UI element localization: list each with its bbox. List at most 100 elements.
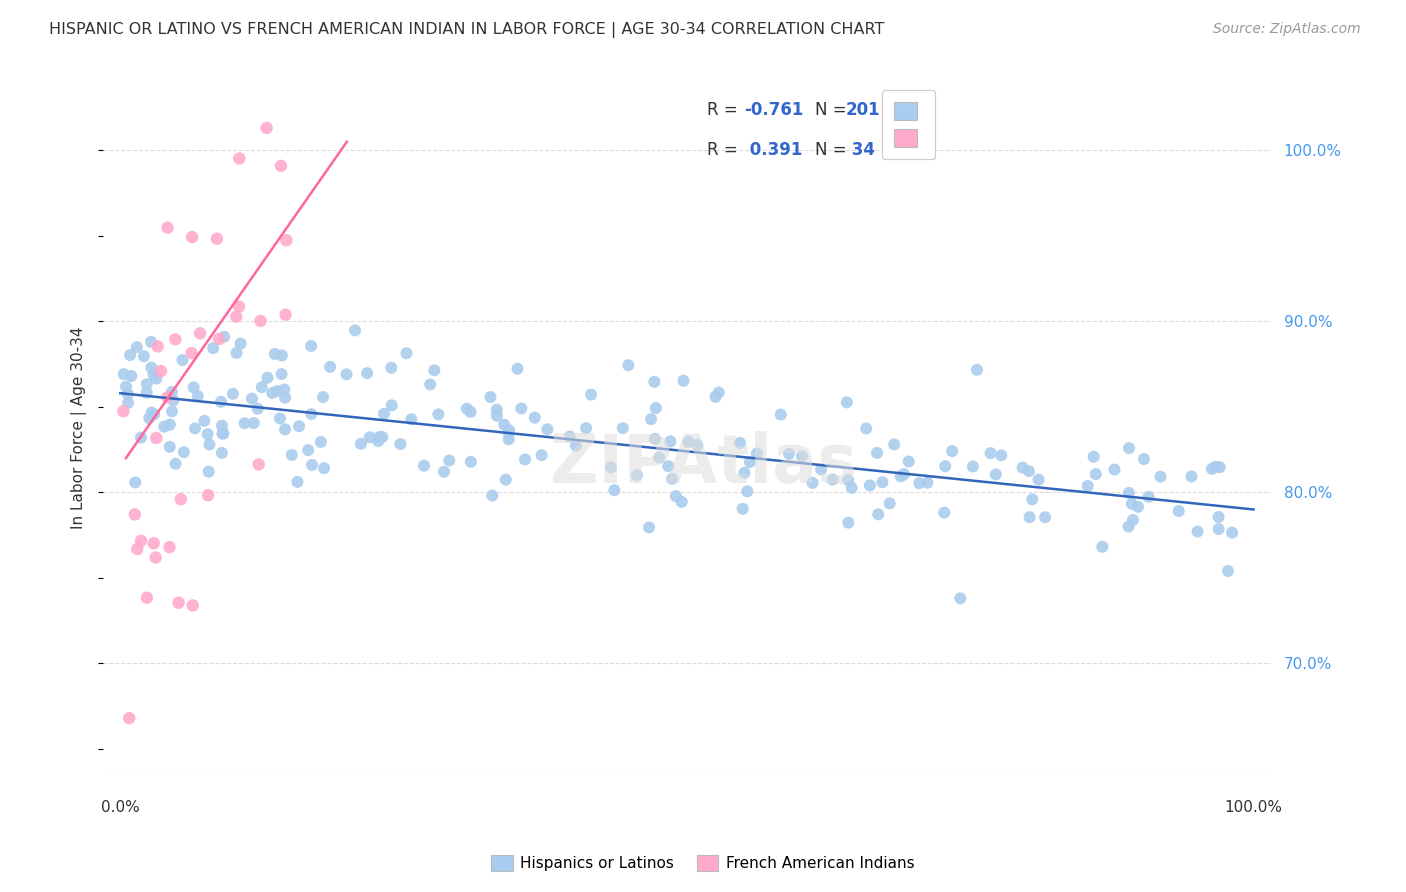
Point <box>868 508 890 522</box>
Point <box>135 385 157 400</box>
Point <box>1033 510 1056 524</box>
Text: R =: R = <box>707 102 742 120</box>
Point <box>165 457 187 471</box>
Point <box>135 591 157 605</box>
Point <box>1121 497 1143 511</box>
Point <box>908 476 931 491</box>
Point <box>389 437 412 451</box>
Y-axis label: In Labor Force | Age 30-34: In Labor Force | Age 30-34 <box>72 327 87 530</box>
Point <box>1133 452 1156 467</box>
Point <box>181 230 204 244</box>
Point <box>297 443 319 458</box>
Point <box>188 326 211 341</box>
Point <box>413 458 436 473</box>
Text: N =: N = <box>815 102 852 120</box>
Point <box>686 438 709 452</box>
Point <box>247 458 270 472</box>
Point <box>228 300 250 314</box>
Point <box>1220 525 1243 540</box>
Point <box>143 408 166 422</box>
Point <box>167 596 190 610</box>
Point <box>299 407 322 421</box>
Point <box>1118 486 1140 500</box>
Point <box>1104 462 1126 476</box>
Point <box>821 473 844 487</box>
Point <box>125 340 148 354</box>
Point <box>256 120 278 135</box>
Text: 34: 34 <box>845 141 875 159</box>
Point <box>145 550 167 565</box>
Point <box>301 458 323 472</box>
Point <box>1180 469 1202 483</box>
Point <box>659 434 682 449</box>
Point <box>117 387 139 401</box>
Point <box>150 364 173 378</box>
Point <box>661 472 683 486</box>
Point <box>211 446 233 460</box>
Point <box>246 401 269 416</box>
Point <box>460 455 482 469</box>
Point <box>456 401 478 416</box>
Text: ZIPAtlas: ZIPAtlas <box>550 431 856 497</box>
Point <box>209 394 232 409</box>
Point <box>368 430 391 444</box>
Point <box>270 348 292 362</box>
Point <box>984 467 1007 482</box>
Point <box>135 377 157 392</box>
Point <box>481 489 503 503</box>
Point <box>734 466 756 480</box>
Point <box>401 412 423 426</box>
Point <box>626 468 648 483</box>
Point <box>423 363 446 377</box>
Point <box>112 404 135 418</box>
Point <box>735 484 758 499</box>
Point <box>872 475 894 490</box>
Legend: , : , <box>882 90 935 160</box>
Point <box>132 349 155 363</box>
Point <box>270 367 292 381</box>
Point <box>439 453 461 467</box>
Point <box>1083 450 1105 464</box>
Point <box>250 380 273 394</box>
Point <box>115 379 138 393</box>
Text: Source: ZipAtlas.com: Source: ZipAtlas.com <box>1213 22 1361 37</box>
Point <box>159 440 181 454</box>
Point <box>917 475 939 490</box>
Point <box>159 417 181 432</box>
Point <box>309 434 332 449</box>
Point <box>211 418 233 433</box>
Point <box>287 475 309 489</box>
Point <box>1021 492 1043 507</box>
Point <box>120 369 142 384</box>
Point <box>841 481 863 495</box>
Point <box>319 359 342 374</box>
Point <box>498 433 520 447</box>
Point <box>648 450 671 465</box>
Point <box>212 330 235 344</box>
Point <box>498 426 520 441</box>
Point <box>274 422 297 436</box>
Point <box>859 478 882 492</box>
Text: R =: R = <box>707 141 742 159</box>
Point <box>810 462 832 476</box>
Point <box>966 363 988 377</box>
Point <box>837 473 859 487</box>
Point <box>225 346 247 360</box>
Point <box>1167 504 1189 518</box>
Text: 201: 201 <box>845 102 880 120</box>
Point <box>299 339 322 353</box>
Point <box>373 407 395 421</box>
Point <box>181 599 204 613</box>
Point <box>273 383 295 397</box>
Point <box>381 398 404 412</box>
Point <box>145 431 167 445</box>
Point <box>1018 510 1040 524</box>
Point <box>240 392 263 406</box>
Point <box>707 385 730 400</box>
Point <box>665 489 688 503</box>
Point <box>530 448 553 462</box>
Point <box>197 465 219 479</box>
Point <box>183 380 205 394</box>
Point <box>1028 473 1050 487</box>
Point <box>281 448 304 462</box>
